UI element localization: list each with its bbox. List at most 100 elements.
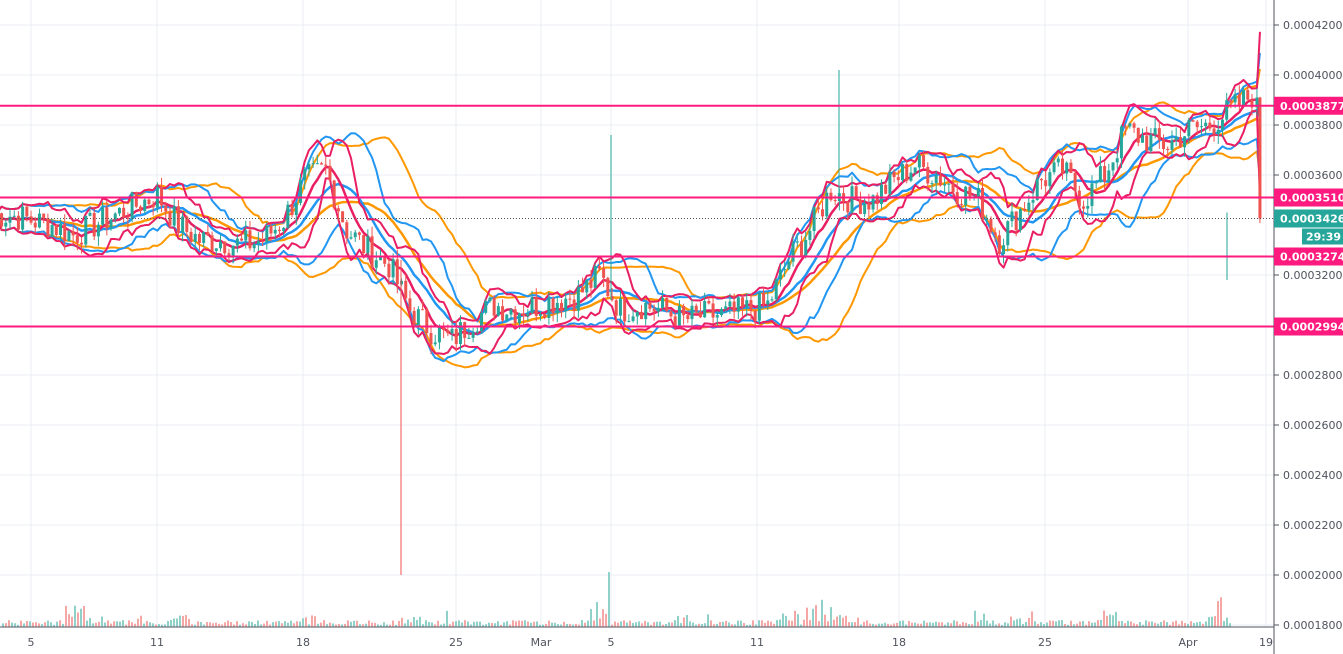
volume-bar	[806, 607, 808, 627]
volume-bar	[1007, 623, 1009, 627]
candle-body	[682, 306, 686, 316]
price-tick-label: 0.0001800	[1283, 619, 1343, 632]
candle-body	[1174, 136, 1178, 141]
candle-body	[1216, 129, 1220, 135]
candle-body	[269, 225, 273, 234]
candle-body	[1048, 172, 1052, 187]
volume-bar	[416, 619, 418, 627]
candle-body	[795, 241, 799, 243]
volume-bar	[425, 620, 427, 627]
candle-body	[896, 177, 900, 181]
volume-bar	[5, 623, 7, 627]
volume-bar	[521, 620, 523, 627]
volume-bar	[461, 622, 463, 627]
volume-bar	[644, 620, 646, 627]
volume-bar	[470, 624, 472, 627]
volume-bar	[557, 624, 559, 627]
candle-body	[181, 216, 185, 233]
candle-body	[867, 203, 871, 210]
volume-bar	[572, 624, 574, 627]
volume-bar	[626, 622, 628, 627]
candle-body	[416, 309, 420, 326]
volume-bar	[794, 610, 796, 627]
volume-bar	[974, 610, 976, 627]
volume-bar	[767, 620, 769, 627]
candle-body	[353, 232, 357, 238]
candle-body	[564, 298, 568, 311]
candle-body	[8, 216, 12, 223]
price-axis[interactable]: 0.00042000.00040000.00038000.00036000.00…	[1274, 19, 1343, 632]
volume-bar	[695, 624, 697, 627]
candle-body	[644, 302, 648, 320]
volume-bar	[167, 620, 169, 627]
candle-body	[1027, 202, 1031, 211]
candle-body	[635, 311, 639, 317]
date-tick-label: 5	[28, 636, 35, 649]
volume-bar	[1052, 620, 1054, 627]
volume-bar	[365, 623, 367, 627]
volume-bar	[65, 605, 67, 627]
candle-body	[33, 222, 37, 228]
volume-bar	[494, 623, 496, 627]
volume-bar	[1226, 617, 1228, 627]
candle-body	[286, 204, 290, 228]
candle-body	[833, 199, 837, 201]
candle-body	[917, 155, 921, 168]
volume-bar	[89, 617, 91, 627]
candle-body	[808, 230, 812, 240]
volume-bar	[221, 624, 223, 627]
volume-bar	[20, 620, 22, 627]
volume-bar	[185, 615, 187, 627]
price-tick-label: 0.0004000	[1283, 69, 1343, 82]
candle-body	[197, 233, 201, 243]
date-tick-label: 18	[296, 636, 310, 649]
volume-bar	[896, 622, 898, 627]
candle-body	[421, 309, 425, 311]
volume-bar	[182, 615, 184, 627]
candle-body	[185, 216, 189, 232]
volume-bar	[1109, 614, 1111, 627]
price-tick-label: 0.0002800	[1283, 369, 1343, 382]
last-price-label: 0.0003426	[1280, 213, 1343, 226]
volume-bar	[791, 620, 793, 627]
candle-body	[227, 253, 231, 256]
volume-bar	[479, 621, 481, 627]
volume-bar	[2, 623, 4, 627]
volume-bar	[287, 622, 289, 627]
candle-body	[206, 232, 210, 236]
volume-bar	[593, 620, 595, 627]
candle-body	[168, 211, 172, 226]
candle-body	[741, 297, 745, 307]
volume-bar	[1019, 618, 1021, 627]
volume-bar	[689, 621, 691, 627]
candle-body	[1002, 245, 1006, 255]
candle-body	[825, 192, 829, 217]
candle-body	[400, 280, 404, 285]
horizontal-levels[interactable]	[0, 104, 1274, 328]
candle-body	[1031, 200, 1035, 203]
candle-body	[1258, 97, 1262, 219]
candle-body	[749, 300, 753, 311]
volume-bar	[50, 622, 52, 627]
volume-bar	[1040, 622, 1042, 627]
volume-bar	[1178, 624, 1180, 627]
candle-body	[412, 310, 416, 326]
volume-bar	[743, 622, 745, 627]
volume-bar	[758, 620, 760, 627]
level-price-label: 0.0003877	[1280, 100, 1343, 113]
volume-bar	[410, 622, 412, 627]
candle-body	[113, 213, 117, 220]
volume-bar	[329, 622, 331, 627]
volume-bar	[23, 623, 25, 627]
candle-body	[37, 213, 41, 228]
time-axis[interactable]: 5 11 18 25 Mar 5 11 18 25 Apr 19	[28, 636, 1274, 649]
candle-body	[1204, 122, 1208, 127]
volume-bar	[137, 618, 139, 627]
volume-bar	[1220, 597, 1222, 627]
candle-body	[656, 307, 660, 312]
volume-bar	[281, 623, 283, 627]
volume-bar	[80, 608, 82, 627]
price-tick-label: 0.0004200	[1283, 19, 1343, 32]
candle-body	[606, 277, 610, 296]
